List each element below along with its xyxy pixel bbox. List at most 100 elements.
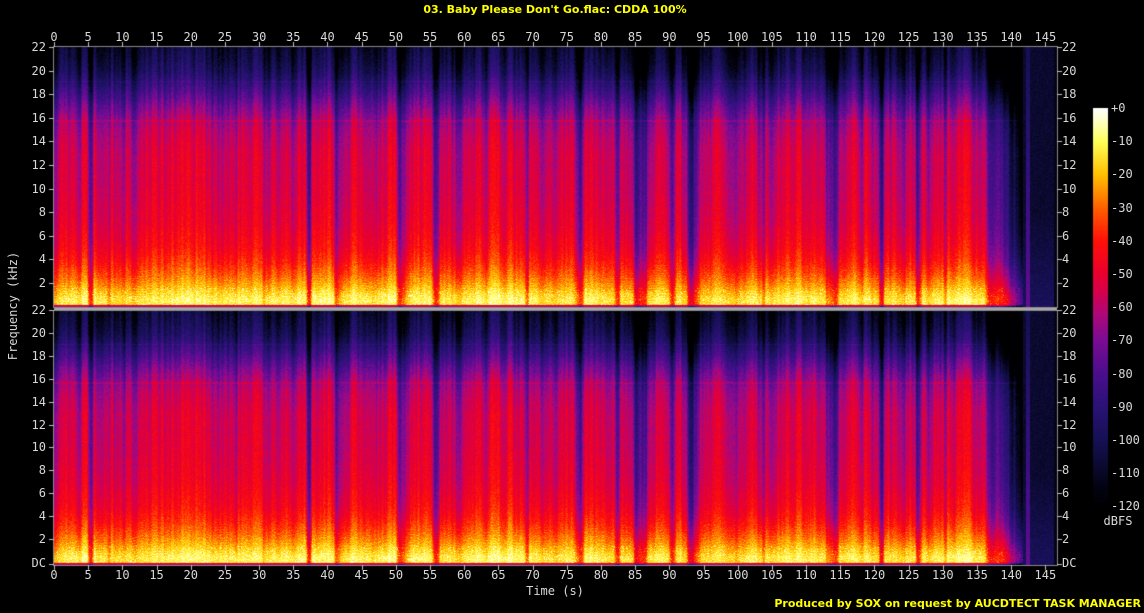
freq-tick-label-right: 12 <box>1062 158 1077 172</box>
freq-tick-label-right: 18 <box>1062 87 1077 102</box>
time-tick-label-top: 30 <box>251 30 267 44</box>
db-tick-label: +0 <box>1111 101 1126 115</box>
freq-tick-label-left: 20 <box>31 325 46 340</box>
freq-tick-label-left: 12 <box>31 158 46 172</box>
freq-tick-label-right: 22 <box>1062 303 1077 317</box>
time-tick-label-bottom: 135 <box>966 568 988 582</box>
freq-tick-label-right: 20 <box>1062 63 1077 78</box>
footer-credit: Produced by SOX on request by AUCDTECT T… <box>774 597 1141 610</box>
time-tick-label-bottom: 80 <box>593 568 609 582</box>
freq-tick-label-right: 6 <box>1062 486 1070 501</box>
time-tick-label-top: 110 <box>795 30 817 44</box>
time-tick-label-bottom: 70 <box>525 568 540 582</box>
time-tick-label-bottom: 15 <box>149 568 164 582</box>
time-tick-label-bottom: 130 <box>931 568 954 582</box>
time-tick-label-bottom: 125 <box>897 568 920 582</box>
time-tick-label-bottom: 60 <box>456 568 472 582</box>
db-tick-label: -10 <box>1111 134 1133 149</box>
time-tick-label-top: 5 <box>84 30 92 44</box>
freq-tick-label-left: 10 <box>31 181 46 196</box>
freq-tick-label-left: 22 <box>31 303 46 317</box>
time-tick-label-top: 45 <box>354 30 369 44</box>
freq-tick-label-right: 22 <box>1062 40 1077 54</box>
freq-tick-label-left: 18 <box>31 348 46 363</box>
freq-tick-label-right: 14 <box>1062 134 1077 149</box>
time-tick-label-bottom: 90 <box>662 568 677 582</box>
db-tick-label: -30 <box>1111 200 1133 215</box>
time-tick-label-bottom: 55 <box>422 568 438 582</box>
time-tick-label-top: 100 <box>726 30 749 44</box>
freq-tick-label-left: 4 <box>38 252 46 267</box>
time-tick-label-top: 105 <box>761 30 783 44</box>
db-tick-label: -100 <box>1111 433 1140 447</box>
freq-tick-label-right: 14 <box>1062 394 1077 409</box>
time-axis-label: Time (s) <box>526 584 584 598</box>
freq-tick-label-left: 14 <box>31 134 46 149</box>
time-tick-label-bottom: 105 <box>761 568 783 582</box>
freq-tick-label-right: 8 <box>1062 205 1070 220</box>
time-tick-label-top: 70 <box>525 30 540 44</box>
time-tick-label-bottom: 140 <box>1000 568 1023 582</box>
freq-tick-label-left: 8 <box>38 463 46 478</box>
time-tick-label-top: 120 <box>863 30 886 44</box>
freq-tick-label-left: 22 <box>31 40 46 54</box>
time-tick-label-top: 145 <box>1034 30 1057 44</box>
time-tick-label-top: 40 <box>320 30 335 44</box>
colorbar-unit-label: dBFS <box>1103 514 1133 528</box>
db-tick-label: -20 <box>1111 167 1133 182</box>
time-tick-label-bottom: 20 <box>183 568 198 582</box>
time-tick-label-bottom: 5 <box>84 568 92 582</box>
time-tick-label-top: 95 <box>696 30 711 44</box>
freq-tick-label-left: 12 <box>31 417 46 432</box>
time-tick-label-bottom: 115 <box>829 568 852 582</box>
freq-tick-label-left: 10 <box>31 440 46 455</box>
freq-tick-label-right: 4 <box>1062 252 1070 267</box>
time-tick-label-top: 10 <box>115 30 130 44</box>
freq-tick-label-left: 8 <box>38 205 46 220</box>
freq-tick-label-left: 16 <box>31 371 46 386</box>
time-tick-label-top: 15 <box>149 30 164 44</box>
time-tick-label-top: 65 <box>491 30 506 44</box>
freq-tick-label-right: 16 <box>1062 371 1077 386</box>
freq-tick-label-left: 18 <box>31 87 46 102</box>
freq-tick-label-left: 2 <box>38 276 46 290</box>
freq-tick-label-left: 6 <box>38 228 46 243</box>
db-tick-label: -80 <box>1111 366 1133 381</box>
freq-tick-label-right: 6 <box>1062 228 1070 243</box>
freq-tick-label-right: 4 <box>1062 509 1070 524</box>
time-tick-label-top: 25 <box>217 30 233 44</box>
freq-tick-label-right: 2 <box>1062 276 1070 290</box>
time-tick-label-top: 55 <box>422 30 438 44</box>
db-tick-label: -90 <box>1111 399 1133 414</box>
freq-tick-label-right: 10 <box>1062 181 1077 196</box>
time-tick-label-bottom: 30 <box>251 568 267 582</box>
time-tick-label-top: 125 <box>897 30 920 44</box>
freq-tick-label-left: 4 <box>38 509 46 524</box>
db-tick-label: -60 <box>1111 300 1133 315</box>
time-tick-label-bottom: 10 <box>115 568 130 582</box>
time-tick-label-top: 140 <box>1000 30 1023 44</box>
freq-tick-label-left: 2 <box>38 532 46 546</box>
time-tick-label-top: 35 <box>286 30 301 44</box>
time-tick-label-bottom: 100 <box>726 568 749 582</box>
db-tick-label: -40 <box>1111 233 1133 248</box>
time-tick-label-bottom: 50 <box>388 568 404 582</box>
db-tick-label: -70 <box>1111 333 1133 348</box>
freq-tick-label-right: 2 <box>1062 532 1070 546</box>
time-tick-label-top: 75 <box>559 30 574 44</box>
time-tick-label-bottom: 85 <box>627 568 643 582</box>
time-tick-label-bottom: 95 <box>696 568 711 582</box>
freq-tick-label-right: 18 <box>1062 348 1077 363</box>
freq-tick-label-left: 20 <box>31 63 46 78</box>
freq-tick-label-left: 16 <box>31 110 46 125</box>
time-tick-label-top: 130 <box>931 30 954 44</box>
freq-tick-label-right: 12 <box>1062 417 1077 432</box>
time-tick-label-top: 20 <box>183 30 198 44</box>
time-tick-label-bottom: 75 <box>559 568 574 582</box>
time-tick-label-top: 80 <box>593 30 609 44</box>
time-tick-label-top: 0 <box>50 30 58 44</box>
freq-tick-label-right: 10 <box>1062 440 1077 455</box>
time-tick-label-bottom: 45 <box>354 568 369 582</box>
page-title: 03. Baby Please Don't Go.flac: CDDA 100% <box>423 3 687 16</box>
